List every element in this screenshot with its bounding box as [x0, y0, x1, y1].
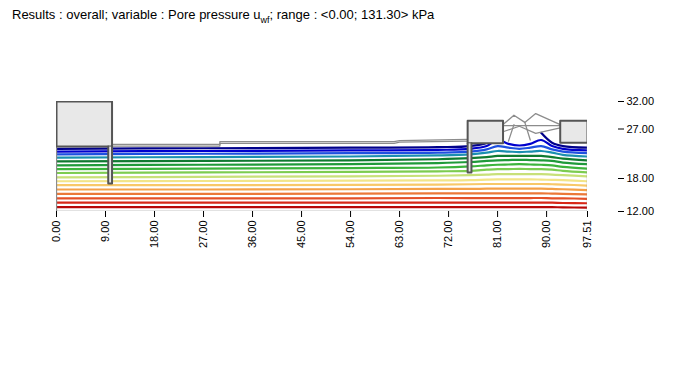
svg-text:12.00: 12.00 [627, 205, 655, 217]
svg-text:72.00: 72.00 [442, 221, 454, 249]
svg-text:54.00: 54.00 [344, 221, 356, 249]
svg-text:9.00: 9.00 [99, 221, 111, 242]
svg-text:97.51: 97.51 [581, 221, 593, 249]
svg-text:27.00: 27.00 [627, 123, 655, 135]
html-text:Results : overall; variable :: Results : overall; variable : Pore press… [12, 7, 435, 25]
svg-text:63.00: 63.00 [393, 221, 405, 249]
svg-text:32.00: 32.00 [627, 95, 655, 107]
svg-text:36.00: 36.00 [246, 221, 258, 249]
svg-text:81.00: 81.00 [491, 221, 503, 249]
svg-text:18.00: 18.00 [148, 221, 160, 249]
svg-text:90.00: 90.00 [540, 221, 552, 249]
svg-text:0.00: 0.00 [50, 221, 62, 242]
svg-text:45.00: 45.00 [295, 221, 307, 249]
svg-text:27.00: 27.00 [197, 221, 209, 249]
svg-text:18.00: 18.00 [627, 172, 655, 184]
